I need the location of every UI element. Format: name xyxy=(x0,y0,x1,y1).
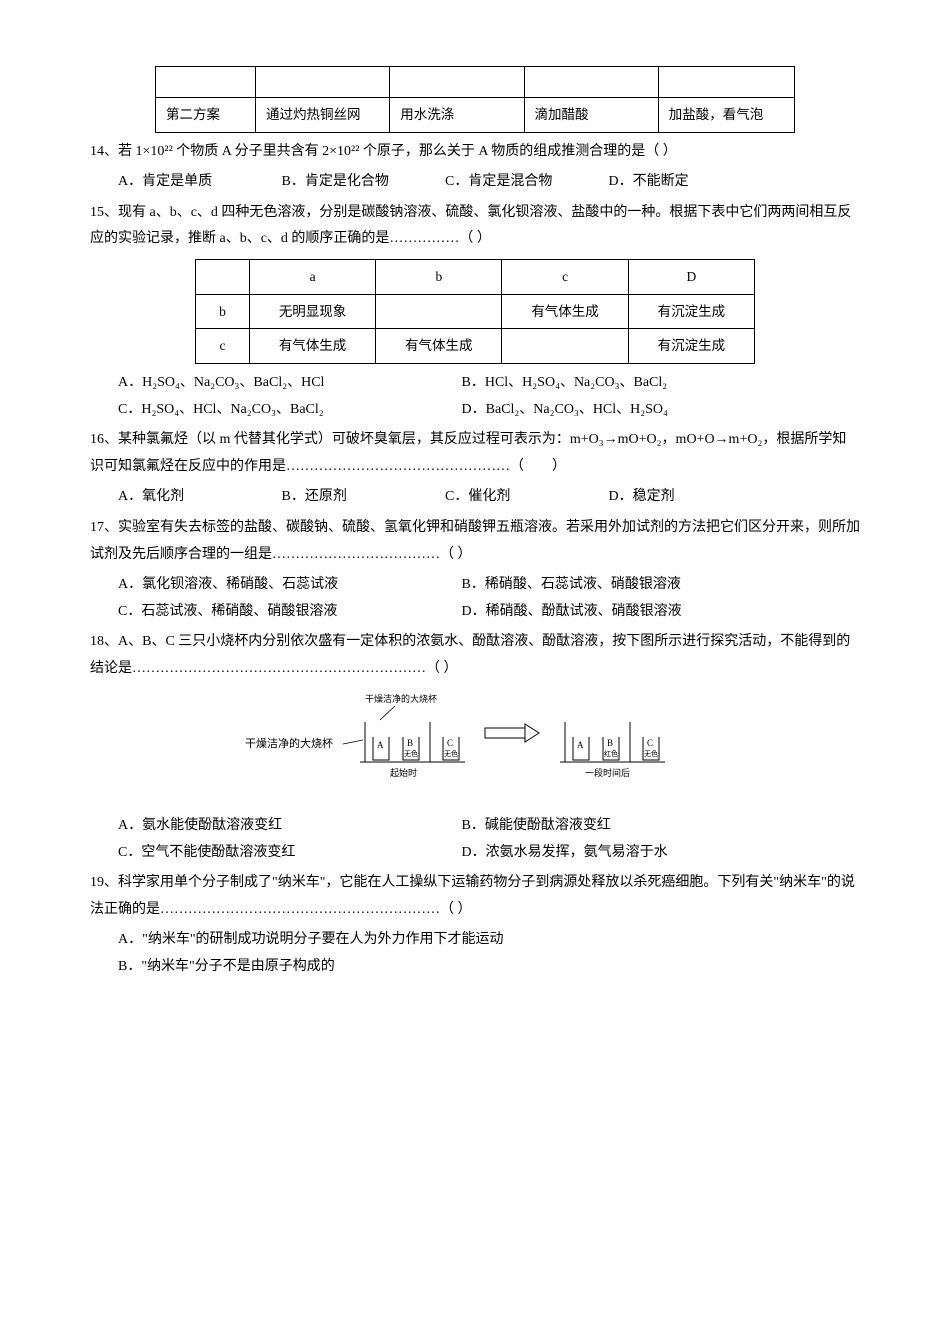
beaker-B-right: B 红色 xyxy=(603,737,619,760)
cell xyxy=(390,67,524,98)
q19-stem: 19、科学家用单个分子制成了"纳米车"，它能在人工操纵下运输药物分子到病源处释放… xyxy=(90,870,860,923)
q19-options: A．"纳米车"的研制成功说明分子要在人为外力作用下才能运动 B．"纳米车"分子不… xyxy=(118,927,860,980)
svg-text:A: A xyxy=(377,740,384,750)
caption-right: 一段时间后 xyxy=(585,767,630,778)
svg-text:C: C xyxy=(647,738,653,748)
opt: 肯定是单质 xyxy=(142,169,212,196)
svg-text:A: A xyxy=(577,740,584,750)
svg-text:B: B xyxy=(407,738,413,748)
opt: H₂SO₄、HCl、Na₂CO₃、BaCl₂ xyxy=(141,397,323,424)
q18-options: A．氨水能使酚酞溶液变红 B．碱能使酚酞溶液变红 C．空气不能使酚酞溶液变红 D… xyxy=(118,813,860,866)
q18-figure: 干燥洁净的大烧杯 干燥洁净的大烧杯 A B 无色 C 无色 起始时 A B 红色… xyxy=(90,692,860,803)
beaker-C-right: C 无色 xyxy=(643,737,659,760)
q18-stem: 18、A、B、C 三只小烧杯内分别依次盛有一定体积的浓氨水、酚酞溶液、酚酞溶液，… xyxy=(90,629,860,682)
svg-text:无色: 无色 xyxy=(404,749,418,758)
cell: b xyxy=(376,260,502,295)
opt: 稀硝酸、石蕊试液、硝酸银溶液 xyxy=(485,572,681,599)
cell: D xyxy=(628,260,754,295)
opt: HCl、H₂SO₄、Na₂CO₃、BaCl₂ xyxy=(485,370,667,397)
fig-left-label: 干燥洁净的大烧杯 xyxy=(245,736,333,750)
cell: 有沉淀生成 xyxy=(628,294,754,329)
opt: 空气不能使酚酞溶液变红 xyxy=(141,840,295,867)
cell xyxy=(502,329,628,364)
beaker-B-left: B 无色 xyxy=(403,737,419,760)
q15-stem: 15、现有 a、b、c、d 四种无色溶液，分别是碳酸钠溶液、硫酸、氯化钡溶液、盐… xyxy=(90,200,860,253)
cell: c xyxy=(196,329,250,364)
q17-stem: 17、实验室有失去标签的盐酸、碳酸钠、硫酸、氢氧化钾和硝酸钾五瓶溶液。若采用外加… xyxy=(90,515,860,568)
cell: b xyxy=(196,294,250,329)
cell xyxy=(376,294,502,329)
cell: 有沉淀生成 xyxy=(628,329,754,364)
cell: 无明显现象 xyxy=(249,294,375,329)
opt: 肯定是混合物 xyxy=(468,169,552,196)
opt: 肯定是化合物 xyxy=(305,169,389,196)
cell: 滴加醋酸 xyxy=(524,98,658,133)
table-scheme: 第二方案 通过灼热铜丝网 用水洗涤 滴加醋酸 加盐酸，看气泡 xyxy=(155,66,795,133)
svg-text:红色: 红色 xyxy=(604,749,618,758)
opt: 碱能使酚酞溶液变红 xyxy=(485,813,611,840)
cell xyxy=(196,260,250,295)
opt: 氯化钡溶液、稀硝酸、石蕊试液 xyxy=(142,572,338,599)
q16-stem: 16、某种氯氟烃（以 m 代替其化学式）可破坏臭氧层，其反应过程可表示为：m+O… xyxy=(90,427,860,480)
svg-text:无色: 无色 xyxy=(444,749,458,758)
opt: 不能断定 xyxy=(633,169,689,196)
opt: 氧化剂 xyxy=(142,484,184,511)
cell: 加盐酸，看气泡 xyxy=(658,98,794,133)
cell xyxy=(524,67,658,98)
opt: "纳米车"分子不是由原子构成的 xyxy=(141,954,334,981)
q14-stem: 14、若 1×10²² 个物质 A 分子里共含有 2×10²² 个原子，那么关于… xyxy=(90,139,860,166)
cell: 有气体生成 xyxy=(502,294,628,329)
opt: 还原剂 xyxy=(305,484,347,511)
cell: 有气体生成 xyxy=(376,329,502,364)
cell xyxy=(256,67,390,98)
opt: 催化剂 xyxy=(468,484,510,511)
beaker-A-right: A xyxy=(573,737,589,760)
q14-options: A．肯定是单质 B．肯定是化合物 C．肯定是混合物 D．不能断定 xyxy=(118,169,860,196)
cell xyxy=(156,67,256,98)
opt: 稳定剂 xyxy=(633,484,675,511)
fig-top-label: 干燥洁净的大烧杯 xyxy=(365,693,437,704)
svg-text:C: C xyxy=(447,738,453,748)
cell: a xyxy=(249,260,375,295)
svg-text:B: B xyxy=(607,738,613,748)
opt: H₂SO₄、Na₂CO₃、BaCl₂、HCl xyxy=(142,370,324,397)
q16-options: A．氧化剂 B．还原剂 C．催化剂 D．稳定剂 xyxy=(118,484,860,511)
q17-options: A．氯化钡溶液、稀硝酸、石蕊试液 B．稀硝酸、石蕊试液、硝酸银溶液 C．石蕊试液… xyxy=(118,572,860,625)
beaker-A-left: A xyxy=(373,737,389,760)
opt: 浓氨水易发挥，氨气易溶于水 xyxy=(486,840,668,867)
caption-left: 起始时 xyxy=(390,767,417,778)
opt: BaCl₂、Na₂CO₃、HCl、H₂SO₄ xyxy=(486,397,668,424)
beaker-C-left: C 无色 xyxy=(443,737,459,760)
opt: 氨水能使酚酞溶液变红 xyxy=(142,813,282,840)
cell xyxy=(658,67,794,98)
cell: 有气体生成 xyxy=(249,329,375,364)
opt: 稀硝酸、酚酞试液、硝酸银溶液 xyxy=(486,599,682,626)
q15-table: a b c D b 无明显现象 有气体生成 有沉淀生成 c 有气体生成 有气体生… xyxy=(195,259,755,364)
cell: 第二方案 xyxy=(156,98,256,133)
q15-options: A．H₂SO₄、Na₂CO₃、BaCl₂、HCl B．HCl、H₂SO₄、Na₂… xyxy=(118,370,860,423)
cell: c xyxy=(502,260,628,295)
svg-text:无色: 无色 xyxy=(644,749,658,758)
opt: 石蕊试液、稀硝酸、硝酸银溶液 xyxy=(141,599,337,626)
cell: 通过灼热铜丝网 xyxy=(256,98,390,133)
opt: "纳米车"的研制成功说明分子要在人为外力作用下才能运动 xyxy=(142,927,503,954)
cell: 用水洗涤 xyxy=(390,98,524,133)
